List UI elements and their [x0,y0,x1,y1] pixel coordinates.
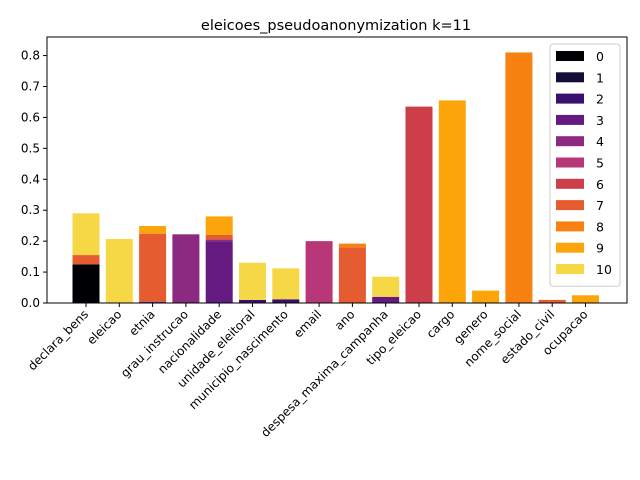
legend-swatch [556,136,584,147]
y-tick-label: 0.7 [21,79,40,93]
y-tick-label: 0.8 [21,49,40,63]
bar-segment [572,295,599,303]
y-tick-label: 0.3 [21,203,40,217]
bar-segment [372,296,400,303]
bar-segment [172,234,200,303]
x-tick-label: eleicao [84,307,124,347]
y-axis: 0.0 0.1 0.2 0.3 0.4 0.5 0.6 0.7 0.8 [21,49,47,310]
bars [72,52,599,304]
bar-segment [139,233,167,302]
bar-segment [205,234,233,240]
bar-segment [272,268,300,300]
x-tick-label: email [291,307,324,340]
bar-segment [405,106,433,304]
legend-label: 10 [596,262,612,277]
bar-segment [372,276,400,297]
bar-segment [239,299,266,303]
bar-segment [72,213,100,256]
y-tick-label: 0.6 [21,110,40,124]
legend-swatch [556,157,584,168]
bar-segment [205,216,233,235]
legend-swatch [556,264,584,274]
bar-segment [139,301,167,303]
legend-label: 8 [596,219,604,234]
legend-swatch [556,221,584,232]
legend: 0 1 2 3 4 5 6 7 8 9 10 [549,43,621,287]
x-tick-label: declara_bens [25,307,91,373]
legend-label: 0 [596,49,604,64]
legend-label: 3 [596,113,604,128]
bar-segment [505,52,533,303]
bar-segment [205,241,233,303]
legend-swatch [556,200,584,211]
chart-title: eleicoes_pseudoanonymization k=11 [201,18,471,34]
bar-segment [338,247,366,303]
legend-swatch [556,72,584,83]
bar-segment [72,255,100,265]
y-tick-label: 0.5 [21,141,40,155]
bar-segment [105,238,133,303]
legend-label: 6 [596,177,604,192]
bar-segment [438,100,466,303]
y-tick-label: 0.2 [21,234,40,248]
bar-segment [338,243,366,248]
bar-segment [305,241,333,303]
bar-segment [538,299,566,303]
y-tick-label: 0.0 [21,296,40,310]
x-tick-label: etnia [126,307,157,338]
legend-swatch [556,178,584,189]
y-tick-label: 0.4 [21,172,40,186]
legend-label: 1 [596,70,604,85]
bar-segment [72,264,100,303]
legend-swatch [556,51,584,61]
legend-label: 5 [596,156,604,171]
plot-frame [46,36,628,304]
bar-segment [272,299,300,303]
x-tick-label: ano [332,307,358,333]
bar-segment [139,225,167,234]
legend-label: 9 [596,241,604,256]
bar-segment [205,239,233,242]
legend-label: 2 [596,92,604,107]
bar-segment [472,290,500,303]
bar-segment [239,262,266,300]
legend-swatch [556,242,584,253]
legend-label: 4 [596,134,604,149]
legend-label: 7 [596,198,604,213]
legend-swatch [556,93,584,104]
legend-swatch [556,114,584,125]
y-tick-label: 0.1 [21,265,40,279]
